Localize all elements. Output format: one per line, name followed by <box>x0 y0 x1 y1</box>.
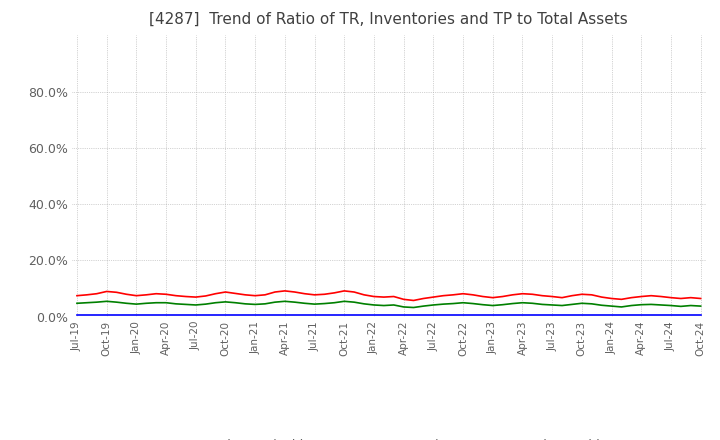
Inventories <box>469 312 477 317</box>
Trade Receivables <box>439 293 448 298</box>
Inventories <box>152 312 161 317</box>
Trade Payables <box>340 299 348 304</box>
Trade Payables <box>439 301 448 307</box>
Trade Receivables <box>409 298 418 303</box>
Trade Payables <box>162 300 171 305</box>
Trade Receivables <box>498 294 507 299</box>
Trade Payables <box>488 303 497 308</box>
Trade Payables <box>696 304 705 309</box>
Inventories <box>73 312 81 317</box>
Trade Receivables <box>152 291 161 297</box>
Line: Trade Receivables: Trade Receivables <box>77 291 701 301</box>
Title: [4287]  Trend of Ratio of TR, Inventories and TP to Total Assets: [4287] Trend of Ratio of TR, Inventories… <box>150 12 628 27</box>
Trade Receivables <box>340 288 348 293</box>
Trade Payables <box>102 299 111 304</box>
Inventories <box>379 312 388 317</box>
Inventories <box>330 312 338 317</box>
Trade Receivables <box>281 288 289 293</box>
Trade Receivables <box>488 295 497 300</box>
Trade Payables <box>73 301 81 306</box>
Trade Payables <box>390 302 398 308</box>
Inventories <box>419 312 428 317</box>
Trade Receivables <box>73 293 81 298</box>
Trade Receivables <box>390 294 398 299</box>
Inventories <box>479 312 487 317</box>
Trade Receivables <box>696 296 705 301</box>
Trade Payables <box>409 305 418 310</box>
Inventories <box>696 312 705 317</box>
Legend: Trade Receivables, Inventories, Trade Payables: Trade Receivables, Inventories, Trade Pa… <box>158 434 619 440</box>
Trade Payables <box>498 302 507 307</box>
Line: Trade Payables: Trade Payables <box>77 301 701 308</box>
